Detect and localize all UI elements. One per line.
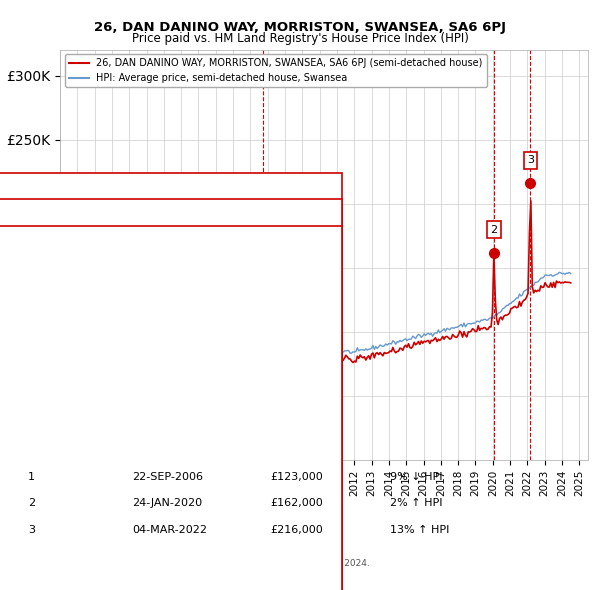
Text: £162,000: £162,000: [270, 499, 323, 508]
Text: 9% ↓ HPI: 9% ↓ HPI: [390, 472, 443, 481]
Text: 3: 3: [527, 155, 534, 165]
Text: 24-JAN-2020: 24-JAN-2020: [132, 499, 202, 508]
Text: This data is licensed under the Open Government Licence v3.0.: This data is licensed under the Open Gov…: [18, 572, 307, 581]
Text: Price paid vs. HM Land Registry's House Price Index (HPI): Price paid vs. HM Land Registry's House …: [131, 32, 469, 45]
Text: 2% ↑ HPI: 2% ↑ HPI: [390, 499, 443, 508]
Text: 2: 2: [490, 225, 497, 235]
Text: 2: 2: [28, 499, 35, 508]
Text: 26, DAN DANINO WAY, MORRISTON, SWANSEA, SA6 6PJ: 26, DAN DANINO WAY, MORRISTON, SWANSEA, …: [94, 21, 506, 34]
Text: £123,000: £123,000: [270, 472, 323, 481]
Text: 3: 3: [28, 525, 35, 535]
Text: 1: 1: [260, 274, 266, 284]
Text: 22-SEP-2006: 22-SEP-2006: [132, 472, 203, 481]
Text: 1: 1: [28, 472, 35, 481]
Text: Contains HM Land Registry data © Crown copyright and database right 2024.: Contains HM Land Registry data © Crown c…: [18, 559, 370, 568]
Legend: 26, DAN DANINO WAY, MORRISTON, SWANSEA, SA6 6PJ (semi-detached house), HPI: Aver: 26, DAN DANINO WAY, MORRISTON, SWANSEA, …: [65, 54, 487, 87]
Text: £216,000: £216,000: [270, 525, 323, 535]
Text: 13% ↑ HPI: 13% ↑ HPI: [390, 525, 449, 535]
Text: 04-MAR-2022: 04-MAR-2022: [132, 525, 207, 535]
